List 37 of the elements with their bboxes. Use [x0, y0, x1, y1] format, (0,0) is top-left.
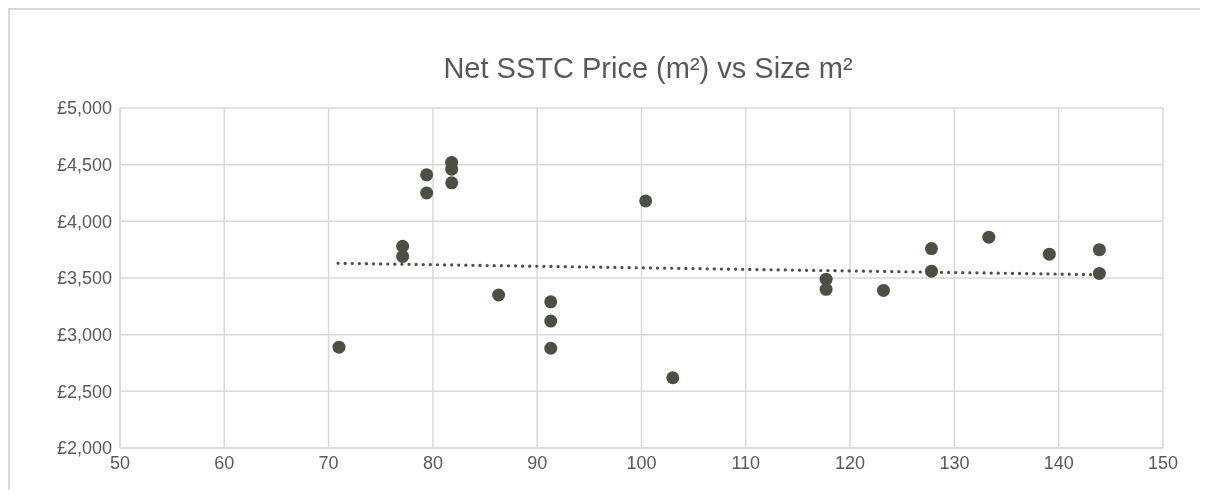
point [492, 288, 506, 302]
point [332, 340, 346, 354]
point [445, 176, 459, 190]
point [420, 168, 434, 182]
point [982, 230, 996, 244]
point [1092, 266, 1106, 280]
x-tick-label: 50 [109, 452, 131, 473]
point [666, 371, 680, 385]
x-tick-label: 60 [214, 452, 235, 473]
point [544, 314, 558, 328]
point [639, 194, 653, 208]
y-tick-label: £4,000 [56, 211, 112, 232]
point [544, 295, 558, 309]
point [924, 242, 938, 256]
point [819, 282, 833, 296]
x-tick-label: 140 [1043, 452, 1074, 473]
point [544, 341, 558, 355]
x-tick-label: 80 [422, 452, 443, 473]
point [396, 249, 410, 263]
point [420, 186, 434, 200]
y-tick-label: £3,000 [56, 325, 112, 346]
y-tick-label: £5,000 [56, 98, 112, 119]
y-tick-label: £3,500 [56, 268, 112, 289]
x-tick-label: 120 [835, 452, 866, 473]
x-tick-label: 90 [527, 452, 548, 473]
x-tick-label: 150 [1147, 452, 1179, 473]
x-tick-label: 130 [939, 452, 970, 473]
x-tick-label: 110 [731, 452, 761, 473]
y-tick-label: £2,500 [56, 381, 112, 402]
chart-title: Net SSTC Price (m²) vs Size m² [442, 52, 854, 85]
y-tick-label: £4,500 [56, 155, 112, 176]
point [1092, 243, 1106, 257]
y-tick-label: £2,000 [56, 438, 112, 459]
point [876, 283, 890, 297]
point [1042, 247, 1056, 261]
x-tick-label: 100 [626, 452, 657, 473]
x-tick-label: 70 [318, 452, 339, 473]
